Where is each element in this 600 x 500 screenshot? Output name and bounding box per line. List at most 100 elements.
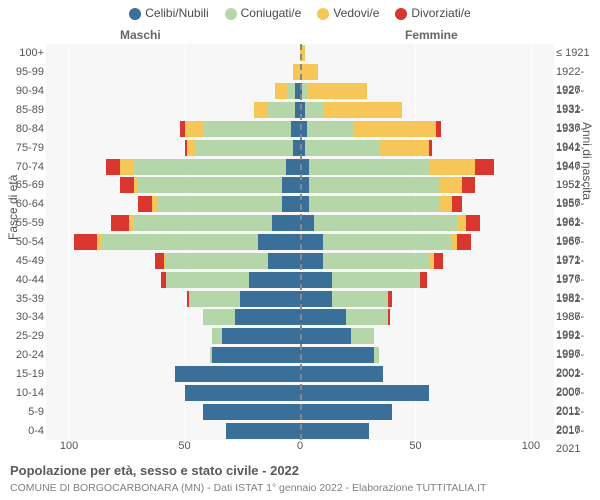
bar-segment-male [187, 140, 196, 156]
age-label: 5-9 [0, 403, 44, 421]
bar-segment-female [300, 385, 429, 401]
bar-segment-female [300, 253, 323, 269]
bar-segment-male [187, 291, 189, 307]
age-label: 80-84 [0, 120, 44, 138]
bar-segment-female [300, 291, 332, 307]
bar-segment-female [309, 159, 429, 175]
bar-segment-female [374, 347, 379, 363]
bar-segment-male [185, 140, 187, 156]
bar-segment-female [475, 159, 493, 175]
bar-segment-female [307, 121, 353, 137]
bar-segment-male [155, 253, 164, 269]
bar-segment-male [164, 253, 166, 269]
bar-segment-female [462, 177, 476, 193]
bar-segment-female [309, 177, 438, 193]
bar-segment-male [196, 140, 293, 156]
age-label: 30-34 [0, 308, 44, 326]
age-label: 70-74 [0, 158, 44, 176]
x-tick-label: 100 [60, 440, 78, 452]
bar-segment-male [254, 102, 268, 118]
bar-segment-female [332, 272, 420, 288]
bar-segment-female [300, 423, 369, 439]
bar-segment-male [101, 234, 258, 250]
age-label: 35-39 [0, 290, 44, 308]
legend-label: Divorziati/e [411, 6, 470, 20]
bar-segment-female [457, 215, 466, 231]
bar-segment-female [346, 309, 388, 325]
bar-segment-male [134, 215, 273, 231]
bar-segment-female [379, 140, 430, 156]
age-label: 95-99 [0, 63, 44, 81]
bar-segment-female [300, 347, 374, 363]
chart-source: COMUNE DI BORGOCARBONARA (MN) - Dati IST… [10, 482, 486, 494]
bar-segment-female [434, 253, 443, 269]
bar-segment-female [305, 140, 379, 156]
bar-segment-male [258, 234, 300, 250]
bar-segment-female [300, 272, 332, 288]
legend: Celibi/NubiliConiugati/eVedovi/eDivorzia… [0, 6, 600, 20]
legend-swatch [317, 8, 329, 20]
legend-swatch [225, 8, 237, 20]
bar-segment-female [439, 177, 462, 193]
bar-segment-female [429, 140, 431, 156]
bar-segment-male [120, 177, 134, 193]
label-male: Maschi [120, 28, 161, 42]
bar-segment-male [111, 215, 129, 231]
bar-segment-male [152, 196, 157, 212]
bar-segment-male [293, 140, 300, 156]
bar-segment-female [452, 196, 461, 212]
bar-segment-male [134, 177, 139, 193]
bar-segment-male [275, 83, 289, 99]
bar-segment-female [353, 121, 436, 137]
bar-segment-male [286, 159, 300, 175]
age-label: 0-4 [0, 422, 44, 440]
bar-segment-male [222, 328, 301, 344]
bar-segment-male [189, 291, 240, 307]
bar-segment-male [288, 83, 295, 99]
bar-segment-male [203, 404, 300, 420]
bar-segment-female [457, 234, 471, 250]
bar-segment-female [300, 404, 392, 420]
bar-segment-female [466, 215, 480, 231]
bar-segment-male [210, 347, 212, 363]
center-axis [300, 44, 302, 440]
age-label: 20-24 [0, 346, 44, 364]
bar-segment-female [300, 328, 351, 344]
bar-segment-male [185, 121, 203, 137]
age-label: 60-64 [0, 195, 44, 213]
bar-segment-female [429, 159, 475, 175]
birthyear-label: 2017-2021 [556, 422, 600, 458]
bar-segment-male [203, 121, 291, 137]
bar-segment-male [240, 291, 300, 307]
bar-segment-male [97, 234, 102, 250]
bar-segment-male [120, 159, 134, 175]
bar-segment-male [249, 272, 300, 288]
legend-swatch [395, 8, 407, 20]
age-label: 50-54 [0, 233, 44, 251]
bar-segment-female [305, 102, 323, 118]
bar-segment-male [212, 347, 300, 363]
age-label: 45-49 [0, 252, 44, 270]
bar-segment-female [300, 309, 346, 325]
age-label: 65-69 [0, 176, 44, 194]
legend-item: Vedovi/e [317, 6, 379, 20]
bar-segment-male [166, 253, 268, 269]
bar-segment-female [420, 272, 427, 288]
bar-segment-male [203, 309, 235, 325]
bar-segment-female [300, 64, 318, 80]
bar-segment-male [268, 102, 296, 118]
age-label: 10-14 [0, 384, 44, 402]
bar-segment-male [235, 309, 300, 325]
bar-segment-male [291, 121, 300, 137]
bar-segment-female [300, 234, 323, 250]
bar-segment-female [332, 291, 387, 307]
legend-item: Coniugati/e [225, 6, 302, 20]
bar-segment-female [439, 196, 453, 212]
bar-segment-female [323, 253, 429, 269]
bar-segment-male [282, 177, 300, 193]
bar-segment-female [309, 196, 438, 212]
bar-segment-female [351, 328, 374, 344]
bar-segment-female [300, 366, 383, 382]
age-label: 55-59 [0, 214, 44, 232]
x-tick-label: 0 [297, 440, 303, 452]
